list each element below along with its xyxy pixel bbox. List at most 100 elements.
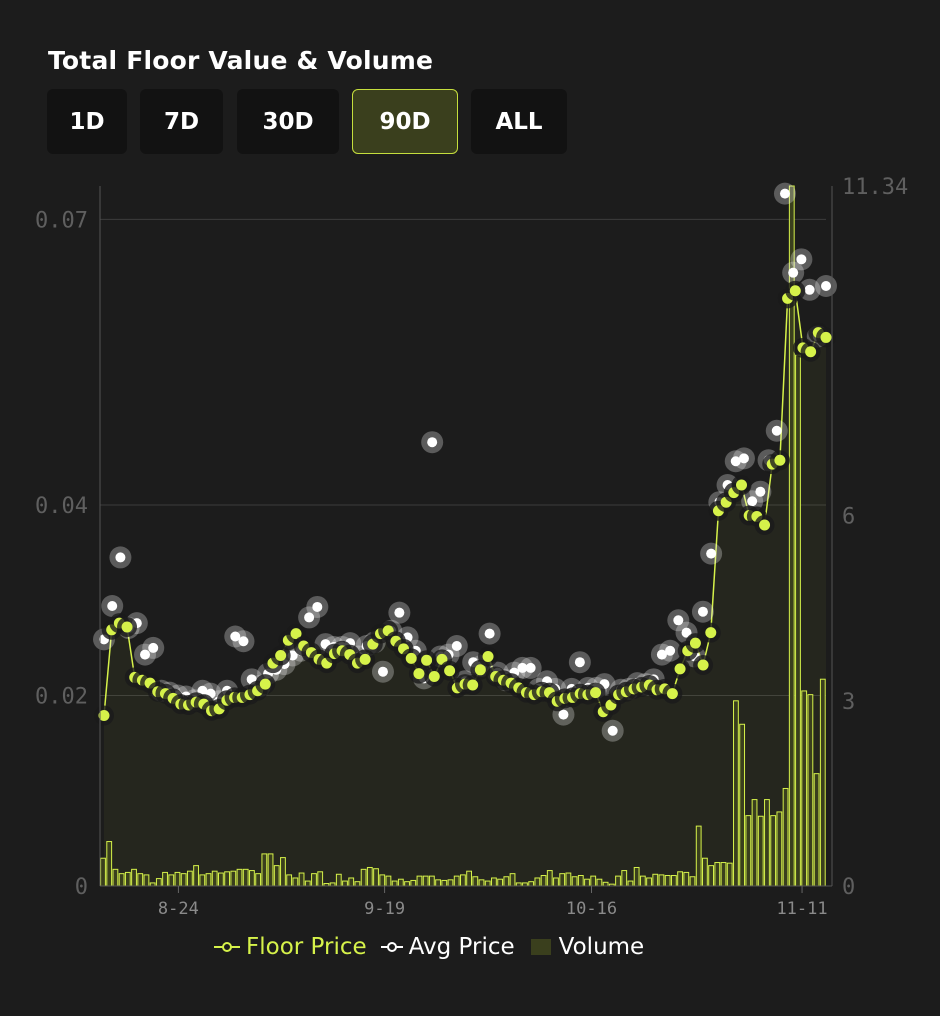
- volume-bar: [397, 878, 404, 887]
- legend-floor-price[interactable]: Floor Price: [214, 934, 367, 960]
- volume-bar: [391, 880, 398, 887]
- avg-price-point: [697, 606, 708, 617]
- volume-bar: [764, 799, 770, 887]
- avg-price-point: [665, 645, 676, 656]
- axes: 0 0.02 0.04 0.07 0 3 6 11.34 8-24 9-19 10-16 11-11: [35, 175, 908, 919]
- floor-price-point: [405, 652, 417, 664]
- avg-price-point: [574, 657, 585, 668]
- avg-price-point: [107, 601, 118, 611]
- volume-bar: [695, 825, 702, 887]
- chart-title: Total Floor Value & Volume: [48, 46, 434, 75]
- floor-price-point: [359, 653, 371, 665]
- avg-price-swatch-icon: [380, 942, 403, 952]
- avg-price-point: [796, 254, 807, 265]
- y-left-tick-label: 0.04: [35, 494, 88, 519]
- volume-bar: [416, 875, 423, 887]
- volume-bar: [100, 857, 106, 887]
- tab-all[interactable]: ALL: [471, 89, 567, 154]
- volume-bar: [577, 875, 584, 887]
- avg-price-point: [148, 642, 159, 653]
- volume-bar: [559, 873, 566, 887]
- volume-bar: [571, 876, 578, 887]
- avg-price-point: [673, 615, 684, 626]
- volume-bar: [292, 877, 299, 887]
- volume-bar: [751, 799, 758, 887]
- volume-bar: [546, 870, 553, 887]
- volume-bar: [639, 875, 646, 887]
- legend-volume[interactable]: Volume: [529, 934, 644, 960]
- volume-bar: [280, 857, 286, 887]
- avg-price-point: [755, 486, 766, 497]
- volume-bar: [534, 877, 541, 887]
- volume-bar: [739, 723, 746, 887]
- volume-bar: [472, 876, 479, 887]
- volume-bar: [342, 880, 348, 887]
- avg-price-point: [394, 607, 405, 618]
- volume-bar: [441, 879, 448, 887]
- y-left-tick-label: 0: [75, 875, 88, 900]
- avg-price-point: [804, 284, 815, 295]
- floor-price-point: [590, 687, 602, 699]
- volume-bar: [168, 874, 175, 887]
- volume-bar: [205, 873, 212, 887]
- volume-bar: [652, 873, 659, 887]
- avg-price-point: [427, 437, 438, 448]
- legend-floor-label: Floor Price: [246, 934, 367, 960]
- volume-bar: [782, 787, 789, 887]
- volume-bar: [255, 873, 262, 887]
- avg-price-point: [747, 496, 758, 507]
- volume-bar: [124, 871, 131, 887]
- avg-price-point: [377, 666, 388, 677]
- volume-bar: [770, 815, 777, 887]
- volume-bar: [385, 875, 392, 887]
- legend-avg-price[interactable]: Avg Price: [380, 934, 515, 960]
- tab-30d[interactable]: 30D: [237, 89, 339, 154]
- volume-bar: [497, 878, 504, 887]
- volume-bar: [155, 878, 162, 887]
- avg-price-point: [230, 631, 241, 642]
- floor-area: [104, 290, 826, 886]
- volume-bar: [590, 875, 597, 887]
- volume-bar: [720, 862, 727, 887]
- x-tick-label: 11-11: [776, 899, 827, 919]
- volume-bar: [801, 690, 808, 887]
- tab-7d[interactable]: 7D: [140, 89, 223, 154]
- volume-bar: [484, 880, 491, 887]
- avg-price-point: [517, 662, 528, 673]
- volume-bar: [373, 868, 379, 887]
- floor-price-point: [689, 637, 701, 649]
- floor-price-point: [121, 621, 133, 633]
- volume-bar: [813, 773, 820, 887]
- tab-1d[interactable]: 1D: [47, 89, 127, 154]
- volume-bar: [379, 874, 386, 887]
- floor-price-point: [444, 665, 456, 677]
- floor-price-point: [674, 663, 686, 675]
- volume-bar: [459, 874, 466, 887]
- floor-price-point: [259, 678, 271, 690]
- volume-bar: [366, 866, 373, 887]
- avg-price-point: [788, 267, 799, 278]
- tab-90d[interactable]: 90D: [352, 89, 458, 154]
- floor-price-point: [705, 627, 717, 639]
- volume-bar: [410, 879, 417, 887]
- volume-bar: [670, 875, 677, 887]
- floor-price-point: [428, 670, 440, 682]
- y-right-tick-label: 11.34: [842, 175, 908, 200]
- floor-price-point: [759, 519, 771, 531]
- volume-bar: [217, 872, 224, 887]
- volume-bar: [658, 874, 665, 887]
- volume-bar: [211, 870, 218, 887]
- volume-bar: [261, 853, 268, 887]
- volume-bar: [224, 871, 231, 887]
- volume-bar: [118, 873, 125, 887]
- volume-bar: [683, 871, 690, 887]
- chart-legend: Floor Price Avg Price Volume: [214, 934, 658, 960]
- avg-price-point: [451, 641, 462, 651]
- volume-bar: [584, 878, 590, 887]
- volume-bar: [708, 865, 715, 887]
- volume-bar: [745, 815, 752, 887]
- y-right-tick-label: 6: [842, 505, 855, 530]
- volume-bar: [528, 881, 535, 887]
- floor-price-point: [290, 628, 302, 640]
- volume-bar: [453, 875, 460, 887]
